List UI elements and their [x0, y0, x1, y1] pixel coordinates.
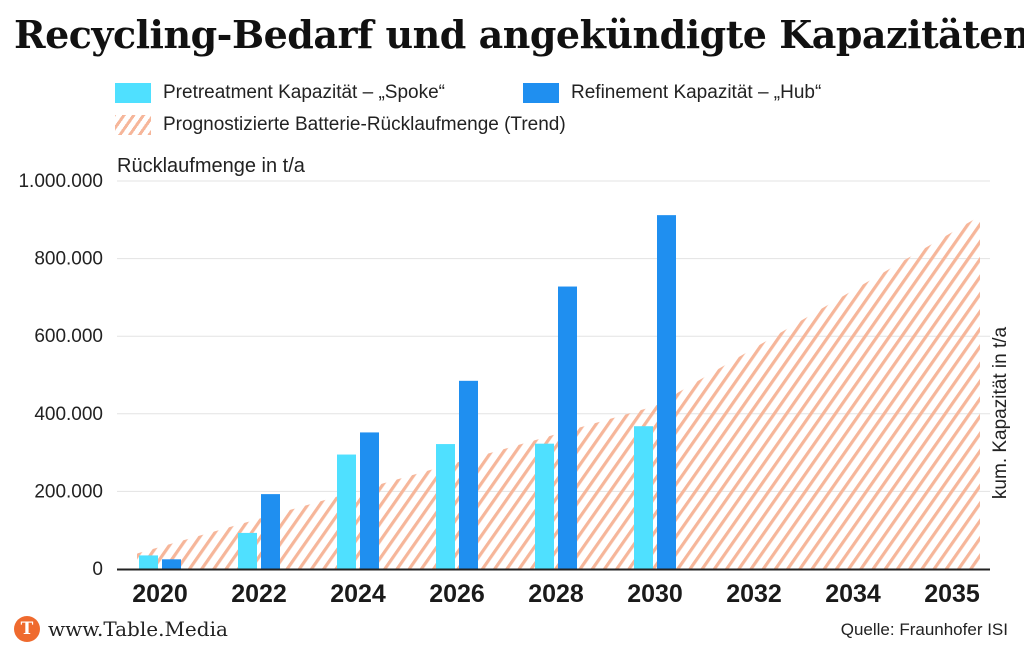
y-tick-label: 0 [92, 559, 103, 580]
chart-title: Recycling-Bedarf und angekündigte Kapazi… [14, 12, 1024, 57]
y-axis-label: Rücklaufmenge in t/a [117, 155, 305, 177]
table-media-logo-icon: T [14, 616, 40, 642]
bar-refinement [162, 559, 181, 569]
y-tick-label: 1.000.000 [18, 171, 103, 192]
x-tick-label: 2022 [231, 580, 287, 608]
x-tick-label: 2030 [627, 580, 683, 608]
x-tick-label: 2028 [528, 580, 584, 608]
legend-label-refinement: Refinement Kapazität – „Hub“ [571, 82, 822, 103]
x-tick-label: 2034 [825, 580, 881, 608]
legend-swatch-trend [115, 115, 151, 135]
x-tick-label: 2026 [429, 580, 485, 608]
bar-pretreatment [634, 426, 653, 569]
x-tick-label: 2024 [330, 580, 386, 608]
x-tick-label: 2020 [132, 580, 188, 608]
legend-item-trend: Prognostizierte Batterie-Rücklaufmenge (… [115, 114, 566, 136]
legend-item-refinement: Refinement Kapazität – „Hub“ [523, 82, 821, 104]
bar-refinement [459, 380, 478, 569]
bar-pretreatment [139, 555, 158, 569]
legend-swatch-pretreatment [115, 83, 151, 103]
y-tick-label: 800.000 [34, 249, 103, 270]
y-tick-label: 200.000 [34, 481, 103, 502]
bar-refinement [558, 286, 577, 569]
bar-refinement [657, 215, 676, 570]
bar-pretreatment [337, 454, 356, 569]
brand-url[interactable]: www.Table.Media [48, 617, 228, 641]
x-tick-label: 2035 [924, 580, 980, 608]
legend-label-trend: Prognostizierte Batterie-Rücklaufmenge (… [163, 114, 566, 135]
legend-swatch-refinement [523, 83, 559, 103]
brand: T www.Table.Media [14, 616, 228, 642]
source-note: Quelle: Fraunhofer ISI [840, 620, 1008, 639]
x-tick-label: 2032 [726, 580, 782, 608]
y-tick-label: 400.000 [34, 404, 103, 425]
bar-pretreatment [238, 532, 257, 569]
bar-refinement [360, 432, 379, 569]
legend-label-pretreatment: Pretreatment Kapazität – „Spoke“ [163, 82, 445, 103]
bar-pretreatment [436, 444, 455, 569]
trend-area [137, 215, 980, 570]
bar-refinement [261, 494, 280, 569]
bar-pretreatment [535, 443, 554, 569]
legend-item-pretreatment: Pretreatment Kapazität – „Spoke“ [115, 82, 445, 104]
y-tick-label: 600.000 [34, 326, 103, 347]
